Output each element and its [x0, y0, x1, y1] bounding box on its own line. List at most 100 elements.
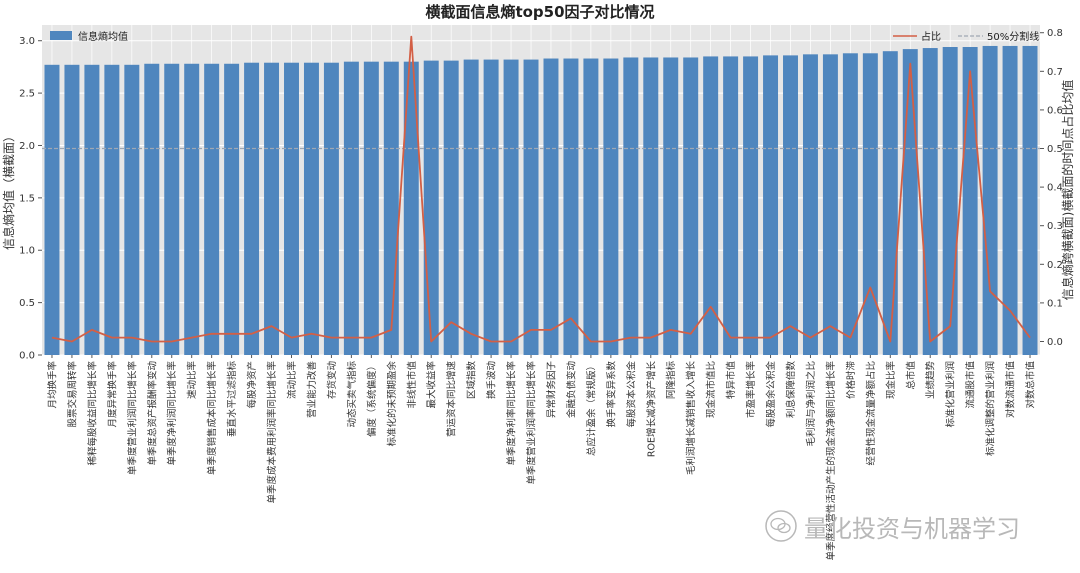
bar — [683, 57, 699, 355]
left-tick-label: 2.5 — [19, 89, 35, 100]
bar — [583, 58, 599, 356]
left-tick-label: 1.5 — [19, 193, 35, 204]
legend-split-label: 50%分割线 — [987, 30, 1039, 43]
left-tick-label: 3.0 — [19, 36, 35, 47]
wechat-icon — [765, 510, 797, 542]
x-tick-label: 金融负债变动 — [565, 361, 577, 418]
bar — [743, 56, 759, 356]
bar — [303, 62, 319, 355]
bar — [1002, 45, 1018, 355]
bar — [802, 54, 818, 355]
x-tick-label: 标准化的未预期盈余 — [386, 361, 398, 447]
right-axis-ticks: 0.0 0.1 0.2 0.3 0.4 0.5 0.6 0.7 0.8 — [1040, 28, 1063, 348]
bar — [164, 63, 180, 356]
x-tick-label: 总应计盈余（常规版） — [585, 361, 597, 456]
x-tick-label: 每股净资产 — [246, 361, 258, 409]
bar — [942, 47, 958, 355]
x-tick-label: 毛利润增长减销售收入增长 — [685, 361, 697, 476]
right-tick-label: 0.8 — [1047, 28, 1063, 39]
x-tick-label: 稀释每股收益同比增长率 — [86, 361, 98, 466]
bar — [224, 63, 240, 356]
bar — [862, 53, 878, 356]
bar — [323, 62, 339, 355]
bar — [104, 64, 120, 356]
x-tick-label: 偏度（系统偏度） — [366, 361, 378, 437]
bar — [264, 62, 280, 355]
x-tick-label: 动态买卖气指标 — [346, 361, 358, 428]
x-tick-label: 对数流通市值 — [1005, 361, 1017, 419]
right-tick-label: 0.5 — [1047, 144, 1063, 155]
x-tick-label: 月均换手率 — [47, 361, 59, 409]
bar — [563, 58, 579, 356]
bar — [44, 64, 60, 356]
x-tick-label: 市盈率增长率 — [745, 361, 757, 419]
bar — [643, 57, 659, 355]
left-tick-label: 1.0 — [19, 246, 35, 257]
right-tick-label: 0.0 — [1047, 337, 1063, 348]
x-tick-label: 特异市值 — [725, 361, 737, 400]
x-tick-label: 单季度经营性活动产生的现金流净额同比增长率 — [825, 361, 837, 561]
bar — [603, 58, 619, 356]
left-tick-label: 2.0 — [19, 141, 35, 152]
x-tick-label: 垂直水平过滤指标 — [226, 361, 238, 438]
legend-right: 占比 50%分割线 — [893, 30, 1039, 43]
right-tick-label: 0.6 — [1047, 105, 1063, 116]
x-tick-label: 存货变动 — [326, 361, 338, 399]
x-tick-label: 业绩趋势 — [925, 361, 937, 400]
x-tick-label: 现金比率 — [885, 361, 897, 400]
x-tick-label: 每股盈余公积金 — [765, 361, 777, 428]
bar — [363, 61, 379, 356]
left-tick-label: 0.5 — [19, 298, 35, 309]
right-tick-label: 0.4 — [1047, 183, 1063, 194]
bar — [723, 56, 739, 356]
right-axis-label: 信息熵跨横截面)横截面的时间点占比均值 — [1060, 80, 1075, 301]
legend-ratio-label: 占比 — [921, 30, 941, 43]
x-tick-label: 非线性市值 — [406, 361, 418, 409]
left-axis-label: 信息熵均值（横截面） — [1, 130, 16, 250]
legend-bar-swatch — [50, 31, 72, 40]
bar — [503, 59, 519, 355]
bar — [663, 57, 679, 355]
ratio-line — [51, 35, 1031, 343]
x-tick-label: 价格时滞 — [845, 361, 857, 400]
x-tick-label: 换手率变异系数 — [605, 361, 617, 428]
legend-bar-label: 信息熵均值 — [78, 30, 128, 43]
bar — [383, 61, 399, 356]
x-tick-label: 标准化营业利润 — [945, 361, 957, 428]
bar — [284, 62, 299, 355]
right-tick-label: 0.2 — [1047, 260, 1063, 271]
x-tick-label: 最大收益率 — [426, 361, 438, 409]
bar — [443, 60, 459, 355]
x-tick-label: 现金流市值比 — [705, 361, 717, 418]
x-tick-label: 营业能力改善 — [306, 361, 318, 419]
x-tick-label: 每股资本公积金 — [625, 361, 637, 428]
x-tick-label: 对数总市值 — [1025, 361, 1037, 409]
x-tick-label: 单季度营业利润率同比增长率 — [526, 361, 538, 485]
bar — [84, 64, 100, 356]
right-tick-label: 0.1 — [1047, 298, 1063, 309]
left-tick-label: 0.0 — [19, 351, 35, 362]
x-tick-label: 毛利润与净利润之比 — [805, 361, 817, 447]
bar — [922, 48, 938, 356]
x-tick-label: 股票交易周转率 — [66, 361, 78, 428]
x-tick-label: 单季度成本费用利润率同比增长率 — [266, 361, 278, 504]
bar — [124, 64, 140, 356]
x-tick-label: 标准化调整的营业利润 — [985, 361, 997, 456]
bar — [483, 59, 499, 355]
bar — [962, 47, 978, 355]
bar — [882, 51, 898, 355]
x-tick-label: 单季度销售成本同比增长率 — [206, 361, 218, 476]
bar — [244, 62, 260, 355]
x-tick-label: 单季度总资产报酬率变动 — [146, 361, 158, 466]
bar — [144, 63, 160, 356]
x-tick-label: 流通股市值 — [965, 361, 977, 409]
bar — [842, 53, 858, 356]
bar — [543, 58, 559, 356]
bar — [523, 59, 539, 355]
x-tick-label: 单季度净利率同比增长率 — [506, 361, 518, 466]
bar — [982, 45, 998, 355]
bar — [463, 59, 479, 355]
bar — [902, 49, 918, 355]
bar-series — [44, 45, 1038, 356]
x-tick-label: 换手波动 — [486, 361, 498, 399]
